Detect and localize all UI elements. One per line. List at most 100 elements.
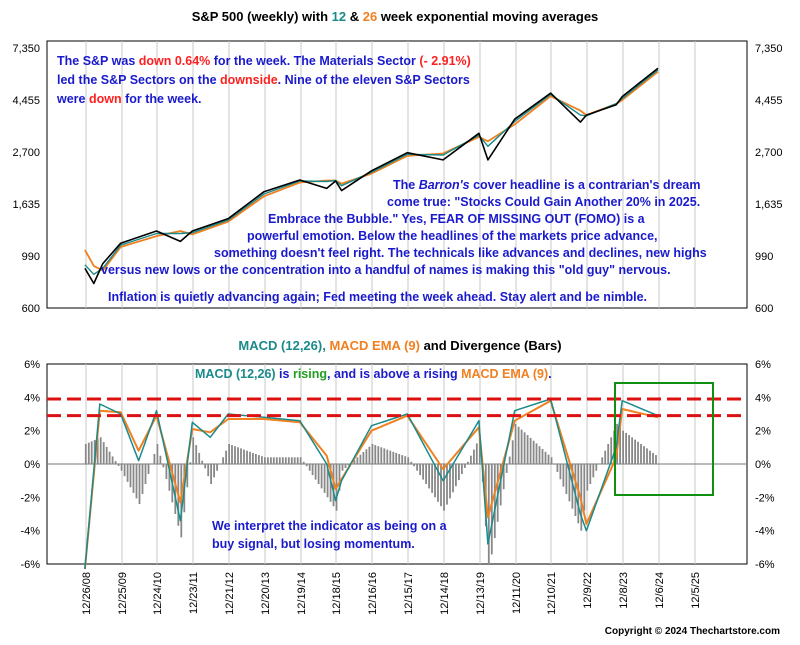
divergence-bar [398, 454, 401, 464]
divergence-bar [108, 451, 111, 464]
divergence-bar [162, 464, 165, 468]
divergence-bar [547, 454, 550, 464]
divergence-bar [159, 455, 162, 464]
divergence-bar [431, 464, 433, 493]
market-note: The S&P was down 0.64% for the week. The… [56, 54, 471, 106]
divergence-bar [514, 424, 517, 464]
divergence-bar [359, 454, 362, 464]
price-tick-right: 1,635 [755, 199, 783, 211]
divergence-bar [344, 464, 347, 468]
macd-series-line-0 [84, 398, 659, 570]
date-tick-label: 12/8/23 [618, 572, 630, 609]
divergence-bar [589, 464, 592, 484]
divergence-bar [147, 464, 150, 474]
price-plot-frame [46, 40, 748, 309]
date-tick-label: 12/14/18 [439, 572, 451, 615]
price-series [84, 67, 659, 285]
divergence-bar [317, 464, 320, 484]
price-series-line-2 [84, 70, 659, 272]
divergence-bar [243, 449, 245, 464]
divergence-bar [604, 450, 607, 464]
divergence-bar [538, 446, 541, 464]
macd-series [83, 398, 659, 570]
divergence-bar [153, 454, 156, 464]
date-tick-label: 12/13/19 [475, 572, 487, 615]
date-tick-label: 12/24/10 [152, 572, 164, 615]
divergence-bar [192, 437, 195, 464]
divergence-bar [553, 464, 556, 465]
divergence-bar [568, 464, 571, 502]
divergence-bar [231, 445, 233, 464]
divergence-bar [643, 446, 645, 464]
date-tick-label: 12/5/25 [690, 572, 702, 609]
macd-tick-left: 4% [24, 392, 40, 404]
divergence-bar [499, 464, 502, 506]
price-tick-left: 2,700 [12, 147, 40, 159]
divergence-bar [174, 464, 177, 514]
divergence-bar [565, 464, 568, 494]
macd-tick-left: -4% [20, 526, 40, 538]
divergence-bar [320, 464, 323, 489]
date-tick-label: 12/21/12 [224, 572, 236, 615]
divergence-bar [625, 432, 627, 464]
divergence-bar [141, 464, 144, 494]
divergence-bar [526, 435, 529, 464]
divergence-bar [293, 457, 296, 464]
note2-line4: powerful emotion. Below the headlines of… [247, 229, 658, 243]
divergence-bar [619, 427, 621, 464]
divergence-bar [520, 429, 523, 464]
macd-tick-left: 6% [24, 359, 40, 371]
divergence-bar [186, 464, 189, 488]
divergence-bar [455, 464, 457, 487]
divergence-bar [419, 464, 421, 476]
divergence-bar [470, 455, 472, 464]
recent-period-highlight-box [614, 382, 714, 496]
divergence-bar [332, 464, 335, 507]
price-vertical-grid [85, 41, 696, 308]
divergence-bar [544, 451, 547, 464]
divergence-bar [511, 440, 514, 464]
copyright-text: Copyright © 2024 Thechartstore.com [605, 626, 780, 637]
note1-line3: were down for the week. [56, 92, 202, 106]
macd-tick-left: -2% [20, 492, 40, 504]
divergence-bar [302, 461, 305, 464]
divergence-bar [467, 461, 469, 464]
macd-reference-lines [47, 397, 747, 418]
price-tick-left: 1,635 [12, 199, 40, 211]
divergence-bar [255, 454, 257, 464]
note2-line6: versus new lows or the concentration int… [101, 263, 671, 277]
divergence-bar [607, 444, 610, 464]
divergence-bar [389, 450, 392, 464]
divergence-bar [493, 464, 496, 539]
divergence-bar [446, 464, 448, 505]
divergence-bar [117, 464, 120, 466]
divergence-bar [207, 464, 210, 477]
date-tick-label: 12/15/17 [403, 572, 415, 615]
divergence-bar [383, 448, 386, 464]
divergence-bar [168, 464, 171, 491]
macd-chart-title: MACD (12,26), MACD EMA (9) and Divergenc… [238, 338, 561, 353]
divergence-bar [105, 446, 108, 464]
divergence-bar [123, 464, 126, 477]
macd-tick-left: -6% [20, 559, 40, 571]
divergence-bar [571, 464, 574, 509]
divergence-bar [422, 464, 424, 480]
divergence-bar [562, 464, 565, 487]
barrons-note: The Barron's cover headline is a contrar… [101, 178, 707, 304]
note2-line7: Inflation is quietly advancing again; Fe… [108, 290, 647, 304]
divergence-bar [655, 455, 657, 464]
divergence-bar [272, 457, 275, 464]
divergence-bar [228, 444, 230, 464]
price-tick-right: 2,700 [755, 147, 783, 159]
divergence-bar [380, 447, 383, 464]
divergence-bar [541, 449, 544, 464]
macd-tick-right: 0% [755, 459, 771, 471]
divergence-bar [649, 450, 651, 464]
divergence-bar [646, 448, 648, 464]
date-tick-label: 12/18/15 [331, 572, 343, 615]
divergence-bar [377, 446, 380, 464]
divergence-bar [371, 444, 374, 464]
divergence-bar [356, 457, 359, 464]
divergence-bar [156, 444, 159, 464]
divergence-bar [461, 464, 463, 474]
